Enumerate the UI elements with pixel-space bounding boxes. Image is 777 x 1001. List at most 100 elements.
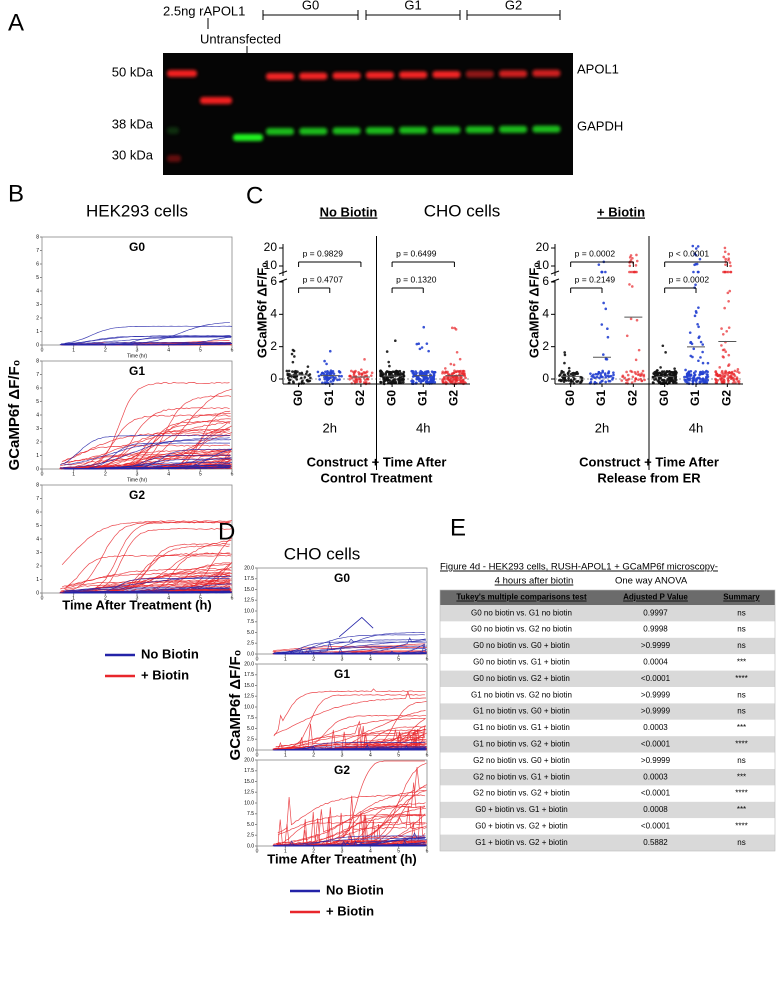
data-point: [658, 381, 661, 385]
data-point: [657, 378, 661, 381]
data-point: [388, 364, 391, 368]
data-point: [451, 371, 455, 375]
trace: [59, 342, 230, 345]
data-point: [580, 376, 584, 380]
trace: [64, 591, 232, 594]
data-point: [605, 357, 609, 361]
table-cell: ns: [737, 756, 745, 765]
band: [432, 71, 461, 78]
data-point: [334, 376, 337, 379]
x-axis-label: Construct + Time After: [307, 454, 447, 469]
data-point: [393, 378, 397, 381]
y-tick-label: 4: [36, 288, 39, 294]
data-point: [700, 378, 703, 381]
data-point: [630, 381, 634, 385]
data-point: [631, 256, 634, 260]
plot-title: G1: [334, 667, 350, 681]
data-point: [695, 311, 698, 314]
y-tick-label: 7: [36, 372, 39, 378]
data-point: [388, 371, 392, 374]
data-point: [667, 379, 671, 382]
data-point: [286, 372, 290, 376]
data-point: [433, 370, 437, 374]
data-point: [727, 252, 730, 256]
y-tick-label: 7.5: [247, 715, 254, 721]
data-point: [668, 372, 671, 376]
time-label: 4h: [689, 420, 703, 435]
data-point: [370, 371, 374, 375]
y-tick-label: 1: [36, 577, 39, 583]
data-point: [606, 327, 609, 330]
data-point: [664, 351, 667, 354]
data-point: [398, 369, 402, 373]
data-point: [291, 360, 295, 364]
data-point: [452, 363, 456, 367]
data-point: [327, 371, 330, 374]
y-tick-label: 8: [36, 358, 39, 364]
data-point: [423, 370, 427, 374]
band: [200, 97, 232, 104]
data-point: [722, 356, 725, 359]
data-point: [661, 378, 665, 382]
table-cell: <0.0001: [641, 740, 671, 749]
data-point: [630, 285, 634, 288]
data-point: [674, 371, 677, 374]
x-tick-label: G2: [720, 390, 734, 406]
data-point: [411, 379, 415, 383]
y-tick-label: 8: [36, 234, 39, 240]
x-tick-label: 4: [167, 471, 170, 477]
data-point: [604, 270, 607, 274]
data-point: [634, 270, 637, 274]
table-row-bg: [440, 637, 775, 655]
data-point: [674, 375, 678, 378]
trace: [272, 743, 428, 750]
group-label: G2: [505, 0, 522, 12]
data-point: [735, 377, 739, 381]
data-point: [706, 370, 709, 374]
table-cell: G0 + biotin vs. G2 + biotin: [475, 822, 568, 831]
data-point: [697, 376, 701, 380]
panel-letter: C: [246, 182, 263, 209]
plot-title: G1: [129, 364, 145, 378]
band: [233, 134, 263, 141]
data-point: [369, 374, 373, 377]
x-tick-label: G1: [688, 390, 702, 406]
data-point: [287, 381, 291, 385]
data-point: [423, 376, 427, 379]
data-point: [382, 378, 385, 381]
trace: [273, 634, 425, 654]
data-point: [612, 371, 615, 374]
trace: [63, 439, 232, 466]
band: [465, 126, 494, 134]
x-tick-label: 2: [312, 848, 315, 854]
data-point: [602, 301, 605, 305]
y-tick-label: 1: [36, 329, 39, 335]
data-point: [589, 372, 592, 375]
data-point: [455, 379, 458, 383]
data-point: [715, 372, 718, 375]
data-point: [720, 327, 723, 330]
trace: [273, 742, 426, 751]
table-cell: <0.0001: [641, 674, 671, 683]
x-tick-label: 4: [167, 595, 170, 601]
table-row-bg: [440, 801, 775, 819]
table-cell: ***: [737, 723, 746, 732]
data-point: [384, 377, 387, 380]
data-point: [600, 270, 603, 274]
table-cell: <0.0001: [641, 822, 671, 831]
y-tick-label: 0.0: [247, 843, 254, 849]
x-tick-label: 6: [426, 848, 429, 854]
x-tick-label: 2: [104, 347, 107, 353]
data-point: [324, 370, 327, 374]
data-point: [449, 362, 453, 366]
trace: [272, 645, 427, 654]
data-point: [453, 326, 456, 330]
data-point: [693, 314, 697, 318]
data-point: [625, 370, 628, 374]
trace: [61, 336, 232, 345]
data-point: [620, 379, 624, 382]
y-tick-label: 3: [36, 550, 39, 556]
table-cell: G1 no biotin vs. G0 + biotin: [473, 707, 570, 716]
table-cell: G0 no biotin vs. G0 + biotin: [473, 641, 570, 650]
band-label: APOL1: [577, 61, 619, 76]
